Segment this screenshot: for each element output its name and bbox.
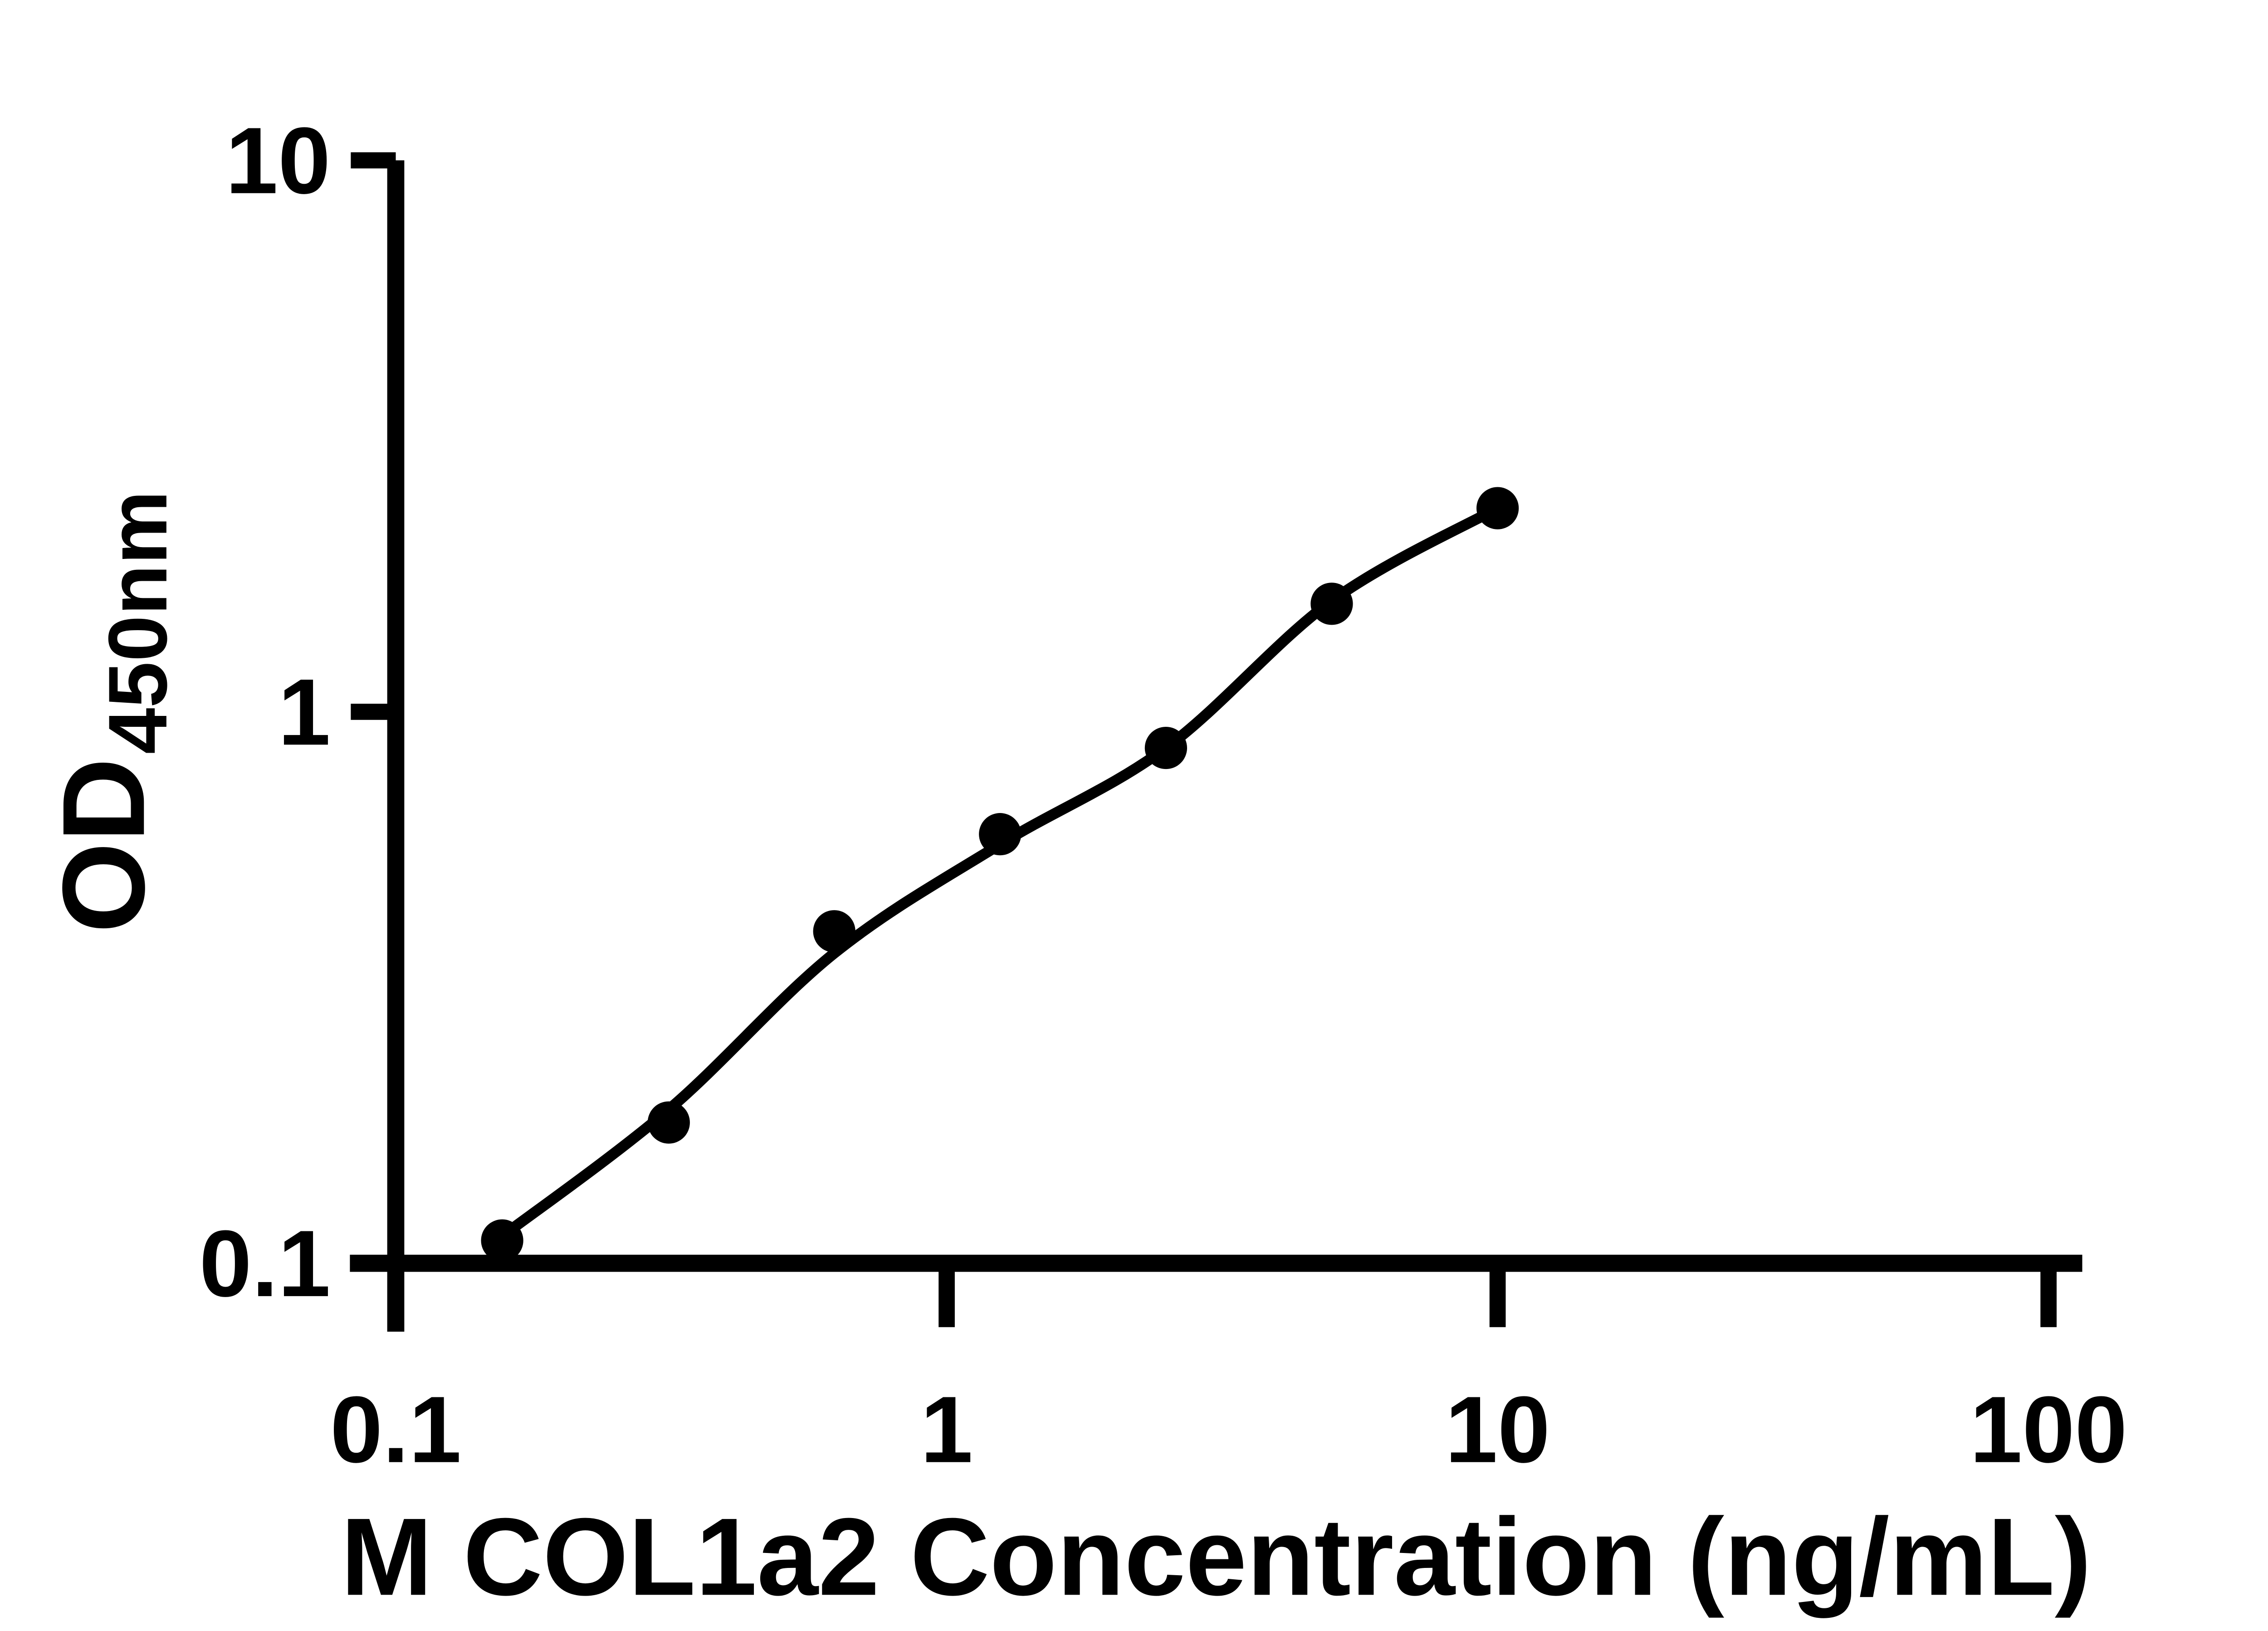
x-axis-title: M COL1a2 Concentration (ng/mL)	[341, 1495, 2092, 1618]
data-point	[1310, 583, 1353, 625]
x-tick-label: 0.1	[330, 1377, 461, 1483]
x-tick-label: 100	[1970, 1377, 2127, 1483]
y-axis-title-subscript: 450nm	[91, 490, 184, 754]
y-axis-title: OD450nm	[38, 490, 184, 933]
y-axis-title-main: OD	[38, 758, 169, 933]
data-point	[481, 1219, 523, 1262]
y-tick-label: 1	[278, 660, 331, 765]
data-point	[1476, 487, 1519, 529]
data-point	[1144, 726, 1187, 769]
x-tick-label: 1	[920, 1377, 973, 1483]
y-tick-label: 0.1	[199, 1211, 330, 1317]
y-tick-label: 10	[225, 108, 331, 214]
data-point	[813, 910, 855, 953]
data-point	[647, 1101, 690, 1144]
x-tick-label: 10	[1445, 1377, 1550, 1483]
data-point	[979, 813, 1022, 856]
